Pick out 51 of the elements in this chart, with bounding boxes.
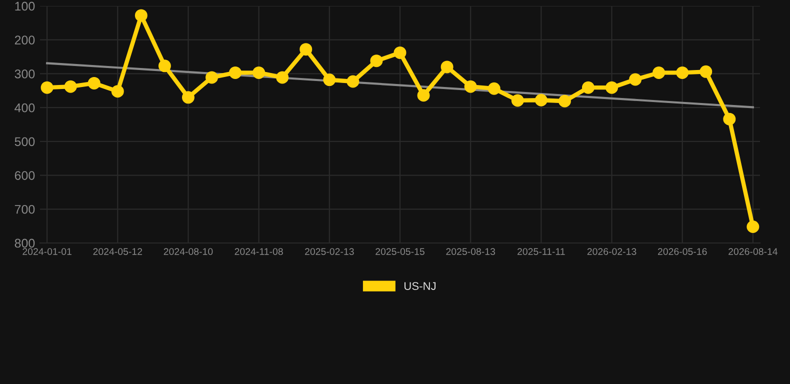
x-tick-label: 2026-08-14 xyxy=(728,248,778,255)
point xyxy=(464,80,477,93)
y-tick-label: 200 xyxy=(14,36,35,45)
point xyxy=(229,66,242,79)
point xyxy=(488,82,500,95)
point xyxy=(206,71,218,84)
point xyxy=(300,43,312,56)
point xyxy=(534,94,548,106)
legend-label: US-NJ xyxy=(404,282,436,290)
point xyxy=(723,112,736,126)
x-tick-label: 2025-08-13 xyxy=(446,248,496,255)
x-tick-label: 2024-05-12 xyxy=(93,248,142,255)
point xyxy=(134,9,148,22)
point xyxy=(582,81,594,94)
x-tick-label: 2025-11-11 xyxy=(518,248,565,255)
y-tick-label: 300 xyxy=(14,70,35,78)
point xyxy=(276,71,289,84)
point xyxy=(606,81,618,94)
point xyxy=(158,60,171,72)
x-tick-label: 2025-05-15 xyxy=(376,248,424,255)
point xyxy=(511,94,524,107)
point xyxy=(64,80,77,93)
point xyxy=(252,66,266,79)
x-tick-label: 2025-02-13 xyxy=(305,248,354,255)
x-tick-label: 2026-02-13 xyxy=(587,248,636,255)
point xyxy=(746,220,760,233)
point xyxy=(40,81,54,94)
y-tick-label: 500 xyxy=(14,137,35,146)
x-tick-label: 2024-08-10 xyxy=(164,248,213,255)
point xyxy=(558,94,571,108)
x-tick-label: 2024-11-08 xyxy=(234,248,283,255)
x-tick-label: 2024-01-01 xyxy=(22,248,72,255)
point xyxy=(346,75,360,88)
y-tick-label: 600 xyxy=(14,171,35,180)
x-tick-label: 2026-05-16 xyxy=(658,248,707,255)
point xyxy=(111,85,124,98)
point xyxy=(88,76,100,90)
point xyxy=(440,60,454,74)
point xyxy=(700,65,712,78)
point xyxy=(417,89,430,102)
point xyxy=(323,74,336,86)
y-tick-label: 800 xyxy=(14,238,35,248)
point xyxy=(394,46,406,59)
y-tick-label: 400 xyxy=(14,103,35,112)
point xyxy=(182,91,194,104)
point xyxy=(370,54,383,68)
point xyxy=(676,66,689,79)
point xyxy=(652,66,666,79)
point xyxy=(629,73,642,86)
y-tick-label: 700 xyxy=(14,204,35,214)
y-tick-label: 100 xyxy=(15,2,35,11)
